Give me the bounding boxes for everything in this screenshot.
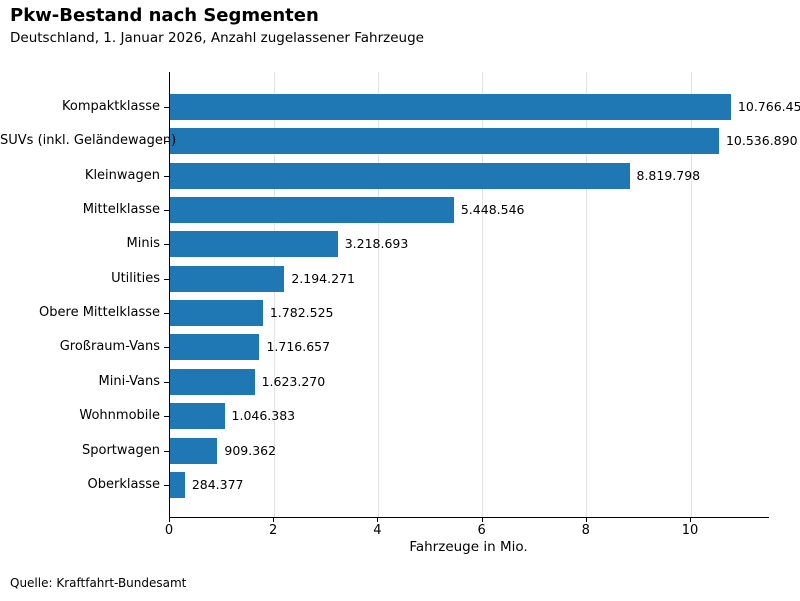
value-label: 909.362 xyxy=(224,442,277,458)
value-label: 10.766.456 xyxy=(737,99,800,114)
category-label: Utilities xyxy=(111,270,160,286)
chart-subtitle: Deutschland, 1. Januar 2026, Anzahl zuge… xyxy=(10,30,424,46)
x-axis-tick xyxy=(377,518,379,522)
category-label: Mini-Vans xyxy=(98,373,160,389)
source-note: Quelle: Kraftfahrt-Bundesamt xyxy=(10,576,187,590)
bar xyxy=(170,94,731,120)
y-axis-tick xyxy=(164,450,169,452)
gridline xyxy=(377,72,379,517)
bar xyxy=(170,231,338,258)
gridline xyxy=(273,72,275,517)
x-tick-label: 0 xyxy=(164,523,174,538)
category-label: SUVs (inkl. Geländewagen) xyxy=(0,133,177,149)
y-axis-tick xyxy=(164,107,169,108)
category-label: Obere Mittelklasse xyxy=(39,305,160,321)
category-label: Kleinwagen xyxy=(84,167,160,183)
chart-title: Pkw-Bestand nach Segmenten xyxy=(10,5,319,26)
category-label: Kompaktklasse xyxy=(62,99,160,114)
value-label: 284.377 xyxy=(191,476,244,492)
plot-area: 10.766.456 10.536.890 8.819.798 5.448.546 3.… xyxy=(169,72,800,518)
bar xyxy=(170,128,719,155)
bar xyxy=(170,403,225,430)
x-axis-tick xyxy=(169,518,170,522)
x-axis-tick xyxy=(481,518,483,522)
y-axis-tick xyxy=(164,141,169,143)
y-axis-tick xyxy=(164,210,169,212)
y-axis-tick xyxy=(164,278,169,280)
x-tick-label: 2 xyxy=(269,523,278,538)
category-label: Minis xyxy=(126,236,160,252)
bar xyxy=(170,471,185,498)
category-label: Mittelklasse xyxy=(82,202,160,218)
value-label: 2.194.271 xyxy=(291,270,355,286)
x-axis-title: Fahrzeuge in Mio. xyxy=(409,539,528,555)
bar xyxy=(170,437,218,464)
value-label: 5.448.546 xyxy=(460,202,525,218)
y-axis-tick xyxy=(164,381,169,383)
y-axis-tick xyxy=(164,416,169,418)
y-axis-tick xyxy=(164,484,169,486)
x-tick-label: 4 xyxy=(373,523,382,538)
x-axis-tick xyxy=(273,518,275,522)
value-label: 1.716.657 xyxy=(266,339,331,355)
x-tick-label: 10 xyxy=(681,523,699,538)
bar xyxy=(170,162,630,189)
category-label: Sportwagen xyxy=(82,442,160,458)
x-axis-tick xyxy=(690,518,691,522)
gridline xyxy=(482,72,484,517)
gridline xyxy=(586,72,588,517)
bar xyxy=(170,265,285,292)
category-label: Wohnmobile xyxy=(79,408,160,424)
bar xyxy=(170,368,255,395)
category-label: Großraum-Vans xyxy=(59,339,160,355)
x-tick-label: 6 xyxy=(477,523,486,538)
y-axis-tick xyxy=(164,313,169,315)
value-label: 1.046.383 xyxy=(231,408,296,424)
value-label: 8.819.798 xyxy=(636,167,701,183)
y-axis-tick xyxy=(164,244,169,246)
bar xyxy=(170,300,263,327)
x-axis-tick xyxy=(585,518,587,522)
bar xyxy=(170,334,260,361)
bar xyxy=(170,197,454,224)
y-axis-tick xyxy=(164,175,169,177)
value-label: 1.782.525 xyxy=(269,305,334,321)
gridline xyxy=(690,72,692,517)
y-axis-tick xyxy=(164,347,169,349)
x-tick-label: 8 xyxy=(581,523,590,538)
value-label: 10.536.890 xyxy=(725,133,798,149)
value-label: 3.218.693 xyxy=(344,236,409,252)
category-label: Oberklasse xyxy=(87,476,160,492)
value-label: 1.623.270 xyxy=(261,373,326,389)
